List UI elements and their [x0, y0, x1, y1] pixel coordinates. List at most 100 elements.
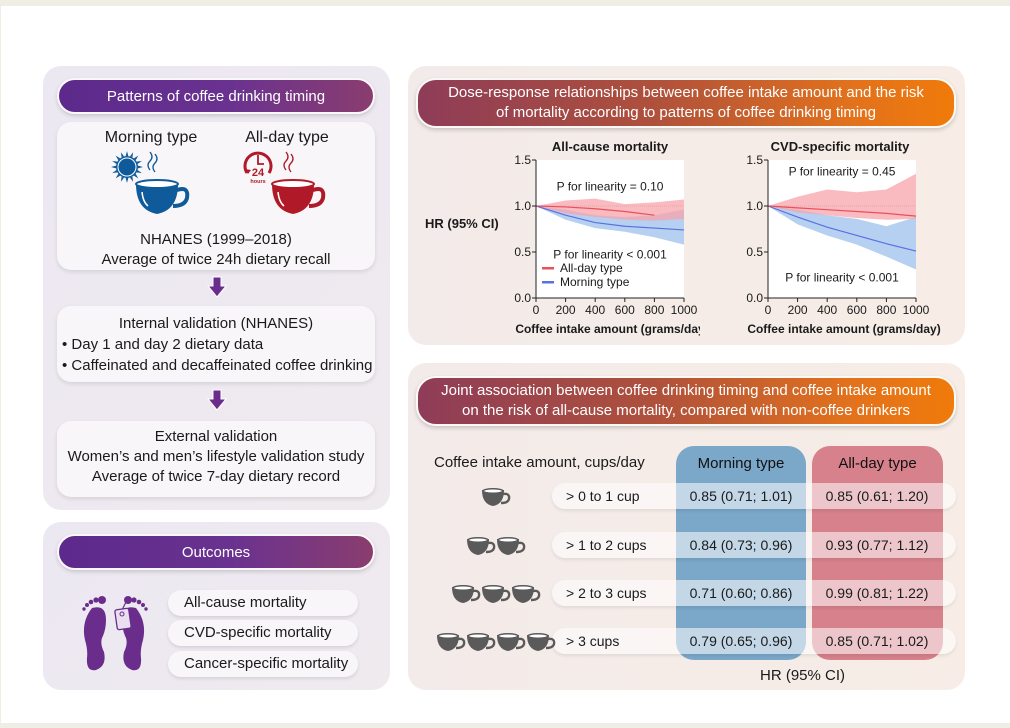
- chart-cvd-specific: 0.0 0.5 1.0 1.5 0 200 400 600 800 1000 Coffee inta…: [746, 155, 940, 336]
- p-linearity-morning: P for linearity < 0.001: [785, 270, 899, 284]
- p-linearity-morning: P for linearity < 0.001: [553, 247, 667, 261]
- chart-all-cause: 0.0 0.5 1.0 1.5 0 200 400 600 800 1000 Coffee inta…: [514, 155, 700, 336]
- nhanes-title: NHANES (1999–2018): [140, 231, 292, 248]
- row-intake-label: > 3 cups: [566, 633, 620, 649]
- coffee-cups-icon: [437, 633, 556, 651]
- x-tick-label: 600: [615, 303, 635, 317]
- x-tick-label: 0: [533, 303, 540, 317]
- p-linearity-allday: P for linearity = 0.45: [789, 165, 896, 179]
- outcomes-header: Outcomes: [57, 534, 375, 570]
- coffee-cup-icon: [482, 585, 511, 603]
- patterns-header: Patterns of coffee drinking timing: [57, 78, 375, 114]
- sun-ray: [112, 169, 118, 174]
- sun-ray: [120, 152, 125, 158]
- morning-coffee-cup-icon: [135, 151, 190, 214]
- clock-hours-text: hours: [250, 179, 265, 185]
- coffee-cup-icon: [467, 537, 496, 555]
- table-row: [552, 483, 956, 509]
- internal-bullet-2: • Caffeinated and decaffeinated coffee d…: [62, 357, 373, 374]
- y-tick-label: 0.5: [746, 245, 763, 259]
- sun-icon: [111, 151, 143, 183]
- morning-hr-value: 0.84 (0.73; 0.96): [689, 537, 793, 553]
- morning-hr-value: 0.71 (0.60; 0.86): [689, 585, 793, 601]
- y-tick-label: 1.5: [514, 155, 531, 167]
- ci-band-morning: [768, 206, 916, 270]
- sun-ray: [112, 160, 118, 165]
- y-tick-label: 1.5: [746, 155, 763, 167]
- internal-bullet-2-text: Caffeinated and decaffeinated coffee dri…: [71, 357, 373, 374]
- coffee-cup-icon: [497, 537, 526, 555]
- x-axis-title: Coffee intake amount (grams/day): [515, 322, 700, 336]
- sun-ray: [115, 155, 121, 161]
- sun-ray: [129, 176, 134, 182]
- table-row: [552, 532, 956, 558]
- sun-ray: [111, 165, 117, 169]
- sun-ray: [133, 155, 139, 161]
- allday-coffee-cup-icon: [271, 151, 326, 214]
- series-line-morning: [767, 205, 917, 252]
- y-tick-label: 0.5: [514, 245, 531, 259]
- arrow-down-icon: [206, 389, 228, 411]
- coffee-cup-icon: [482, 488, 511, 506]
- coffee-cups-icon: [482, 488, 511, 506]
- coffee-cup-icon: [512, 585, 541, 603]
- sun-ray: [115, 173, 121, 179]
- x-tick-label: 800: [644, 303, 664, 317]
- x-tick-label: 1000: [671, 303, 698, 317]
- hr-axis-label: HR (95% CI): [425, 216, 499, 231]
- nhanes-recall-text: Average of twice 24h dietary recall: [101, 251, 331, 268]
- table-row: [552, 580, 956, 606]
- chart1-title: All-cause mortality: [551, 139, 669, 154]
- sun-ray: [129, 152, 134, 158]
- allday-hr-value: 0.85 (0.71; 1.02): [825, 633, 929, 649]
- coffee-cups-icon: [452, 585, 541, 603]
- allday-hr-value: 0.85 (0.61; 1.20): [825, 488, 929, 504]
- series-line-allday: [535, 205, 655, 216]
- row-intake-label: > 1 to 2 cups: [566, 537, 647, 553]
- coffee-cup-icon: [497, 633, 526, 651]
- legend-label-morning: Morning type: [560, 275, 630, 289]
- coffee-cup-icon: [437, 633, 466, 651]
- coffee-cups-icon: [467, 537, 526, 555]
- internal-bullet-1-text: Day 1 and day 2 dietary data: [71, 336, 264, 353]
- x-tick-label: 200: [788, 303, 808, 317]
- internal-validation-box: [57, 306, 375, 382]
- sun-ray: [136, 169, 142, 174]
- internal-validation-title: Internal validation (NHANES): [118, 315, 314, 332]
- series-line-morning: [535, 205, 685, 231]
- coffee-cup-icon: [527, 633, 556, 651]
- allday-type-column-header: All-day type: [838, 455, 917, 472]
- sun-ray: [125, 151, 129, 157]
- x-tick-label: 0: [765, 303, 772, 317]
- intake-column-header: Coffee intake amount, cups/day: [434, 454, 645, 471]
- series-line-allday: [767, 205, 917, 217]
- sun-ray: [120, 176, 125, 182]
- ci-band-morning: [536, 206, 684, 245]
- x-tick-label: 200: [556, 303, 576, 317]
- x-tick-label: 400: [817, 303, 837, 317]
- clock-24-text: 24: [252, 167, 265, 179]
- internal-bullet-1: • Day 1 and day 2 dietary data: [62, 336, 264, 353]
- x-tick-label: 800: [876, 303, 896, 317]
- allday-hr-value: 0.93 (0.77; 1.12): [825, 537, 929, 553]
- row-intake-label: > 0 to 1 cup: [566, 488, 640, 504]
- p-linearity-allday: P for linearity = 0.10: [557, 179, 664, 193]
- sun-ray: [125, 177, 129, 183]
- external-validation-record: Average of twice 7-day dietary record: [91, 468, 341, 485]
- row-intake-label: > 2 to 3 cups: [566, 585, 647, 601]
- morning-hr-value: 0.79 (0.65; 0.96): [689, 633, 793, 649]
- sun-ray: [136, 160, 142, 165]
- y-tick-label: 1.0: [514, 199, 531, 213]
- x-tick-label: 1000: [903, 303, 930, 317]
- joint-association-header: Joint association between coffee drinkin…: [416, 376, 956, 426]
- allday-hr-value: 0.99 (0.81; 1.22): [825, 585, 929, 601]
- morning-type-column-header: Morning type: [697, 455, 785, 472]
- feet-toe-tag-icon: [82, 596, 148, 671]
- external-validation-box: [57, 421, 375, 497]
- y-tick-label: 0.0: [514, 291, 531, 305]
- coffee-cup-icon: [452, 585, 481, 603]
- sun-ray: [137, 165, 143, 169]
- sun-ray: [133, 173, 139, 179]
- morning-type-label: Morning type: [104, 129, 198, 146]
- x-axis-title: Coffee intake amount (grams/day): [747, 322, 940, 336]
